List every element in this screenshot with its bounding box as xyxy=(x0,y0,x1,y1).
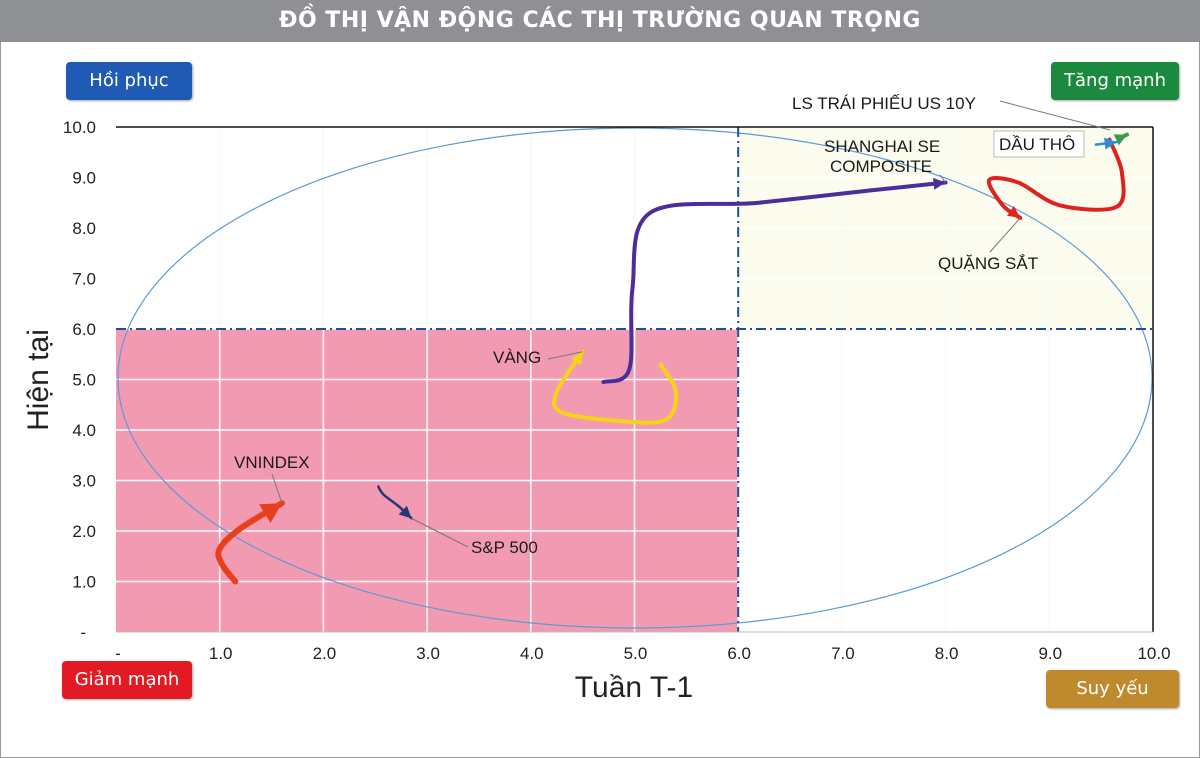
x-tick-label: 6.0 xyxy=(727,644,751,663)
sp500-leader xyxy=(411,517,469,548)
x-axis-label: Tuần T-1 xyxy=(575,671,693,704)
series-arrow-v-ng xyxy=(571,351,583,366)
series-line-v-ng xyxy=(552,349,679,425)
x-tick-label: 3.0 xyxy=(416,644,440,663)
gold-label: VÀNG xyxy=(493,348,541,367)
series-arrow-ls-tr-i-phi-u-us-10y xyxy=(1113,134,1128,146)
y-tick-label: 9.0 xyxy=(72,169,96,188)
x-tick-label: 8.0 xyxy=(935,644,959,663)
series-line-qu-ng-s-t xyxy=(986,137,1126,220)
series-arrow-vnindex xyxy=(259,503,282,524)
y-tick-label: 4.0 xyxy=(72,421,96,440)
y-tick-label: 1.0 xyxy=(72,573,96,592)
y-tick-label: - xyxy=(80,623,86,642)
series-arrow-shanghai-se-composite xyxy=(933,177,946,190)
y-tick-label: 3.0 xyxy=(72,472,96,491)
quadrant-strong-rise-button[interactable]: Tăng mạnh xyxy=(1051,62,1179,100)
x-tick-label: 7.0 xyxy=(831,644,855,663)
crude-oil-label: DẦU THÔ xyxy=(999,135,1075,154)
y-tick-label: 10.0 xyxy=(63,118,96,137)
vnindex-leader xyxy=(271,473,283,504)
shanghai-leader xyxy=(939,174,947,183)
y-axis-label: Hiện tại xyxy=(22,329,55,431)
y-tick-label: 7.0 xyxy=(72,270,96,289)
y-tick-label: 2.0 xyxy=(72,522,96,541)
x-tick-label: 4.0 xyxy=(520,644,544,663)
x-tick-label: - xyxy=(115,644,121,663)
quadrant-weakening-button[interactable]: Suy yếu xyxy=(1046,670,1179,708)
quadrant-recovering-button[interactable]: Hồi phục xyxy=(66,62,192,100)
iron-ore-label: QUẶNG SẮT xyxy=(938,254,1038,273)
sp500-label: S&P 500 xyxy=(471,538,538,557)
crude-oil-label-box xyxy=(993,130,1085,158)
y-tick-label: 6.0 xyxy=(72,320,96,339)
x-tick-label: 5.0 xyxy=(624,644,648,663)
series-arrow-s-p-500 xyxy=(398,505,412,519)
vnindex-label: VNINDEX xyxy=(234,453,310,472)
page-title: ĐỒ THỊ VẬN ĐỘNG CÁC THỊ TRƯỜNG QUAN TRỌN… xyxy=(0,0,1200,42)
x-tick-label: 9.0 xyxy=(1038,644,1062,663)
gold-leader xyxy=(547,351,583,360)
x-tick-label: 2.0 xyxy=(313,644,337,663)
shanghai-label-line1: SHANGHAI SE xyxy=(824,137,940,156)
us10y-leader xyxy=(999,100,1111,131)
x-tick-label: 1.0 xyxy=(209,644,233,663)
shanghai-label-line2: COMPOSITE xyxy=(830,157,932,176)
series-line-shanghai-se-composite xyxy=(601,180,948,385)
relative-strength-ellipse xyxy=(117,127,1153,629)
y-tick-label: 5.0 xyxy=(72,371,96,390)
quadrant-strong-fall-button[interactable]: Giảm mạnh xyxy=(62,661,192,699)
iron-ore-leader xyxy=(989,217,1021,253)
y-tick-label: 8.0 xyxy=(72,219,96,238)
series-arrow-qu-ng-s-t xyxy=(1007,206,1021,218)
x-tick-label: 10.0 xyxy=(1137,644,1170,663)
us10y-label: LS TRÁI PHIẾU US 10Y xyxy=(792,94,976,113)
series-line-vnindex xyxy=(215,500,285,585)
series-arrow-d-u-th- xyxy=(1104,137,1117,150)
